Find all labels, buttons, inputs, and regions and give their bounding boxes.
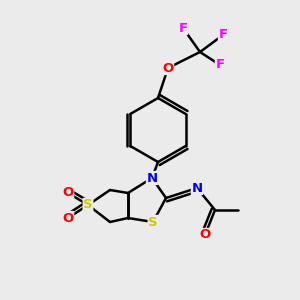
Text: O: O — [200, 229, 211, 242]
Text: F: F — [218, 28, 228, 41]
Text: O: O — [162, 61, 174, 74]
Text: S: S — [148, 215, 158, 229]
Text: N: N — [191, 182, 203, 194]
Text: F: F — [178, 22, 188, 34]
Text: N: N — [146, 172, 158, 184]
Text: O: O — [62, 187, 74, 200]
Text: O: O — [62, 212, 74, 224]
Text: S: S — [83, 199, 93, 212]
Text: F: F — [215, 58, 225, 71]
